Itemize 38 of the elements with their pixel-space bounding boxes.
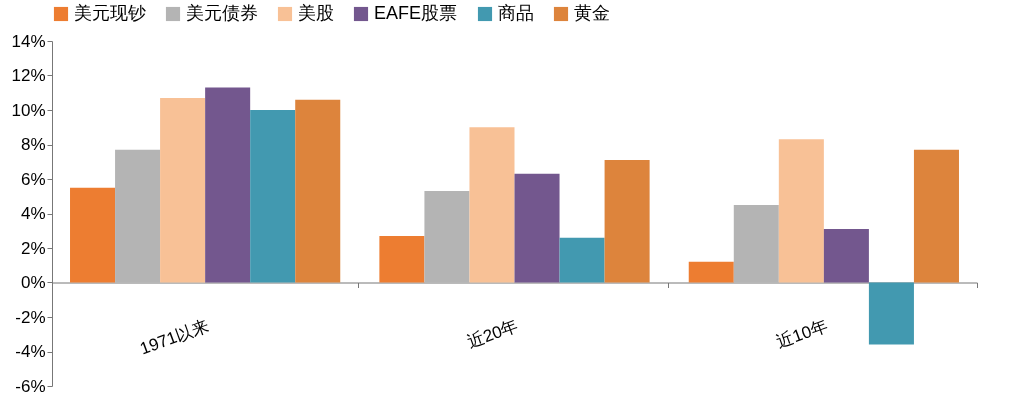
y-tick-label: 4% xyxy=(20,204,46,223)
y-tick-label: 14% xyxy=(11,31,46,51)
y-tick-label: 8% xyxy=(20,135,46,154)
x-tick-label: 1971以来 xyxy=(137,316,212,359)
legend-label: 美元现钞 xyxy=(74,3,146,23)
legend-label: EAFE股票 xyxy=(374,3,458,23)
bar xyxy=(688,261,734,283)
legend-label: 黄金 xyxy=(574,3,610,23)
y-tick-label: -2% xyxy=(15,307,46,327)
y-tick-label: -6% xyxy=(15,376,46,396)
bar xyxy=(778,139,824,283)
bar xyxy=(604,160,650,283)
bar xyxy=(70,187,116,283)
y-tick-label: 6% xyxy=(20,169,46,189)
bar xyxy=(514,173,560,283)
bar xyxy=(295,99,341,283)
bar xyxy=(733,204,779,283)
bar xyxy=(469,127,515,283)
bar xyxy=(823,229,869,283)
legend-label: 美股 xyxy=(298,3,334,23)
y-tick-label: 10% xyxy=(11,100,46,120)
x-tick-label: 近20年 xyxy=(464,316,521,353)
bar xyxy=(205,87,251,283)
y-tick-label: 0% xyxy=(20,273,46,292)
bar xyxy=(250,110,296,283)
bar xyxy=(424,191,470,283)
y-tick-label: -4% xyxy=(15,342,46,361)
bar xyxy=(559,237,605,283)
bar xyxy=(160,97,206,283)
bar xyxy=(913,149,959,283)
y-tick-label: 12% xyxy=(11,66,46,85)
x-tick-label: 近10年 xyxy=(773,316,831,353)
legend-label: 商品 xyxy=(498,3,534,23)
bar xyxy=(115,149,161,283)
legend-label: 美元债券 xyxy=(186,3,258,23)
bar xyxy=(868,282,914,345)
y-tick-label: 2% xyxy=(20,238,46,258)
bar xyxy=(379,235,425,283)
